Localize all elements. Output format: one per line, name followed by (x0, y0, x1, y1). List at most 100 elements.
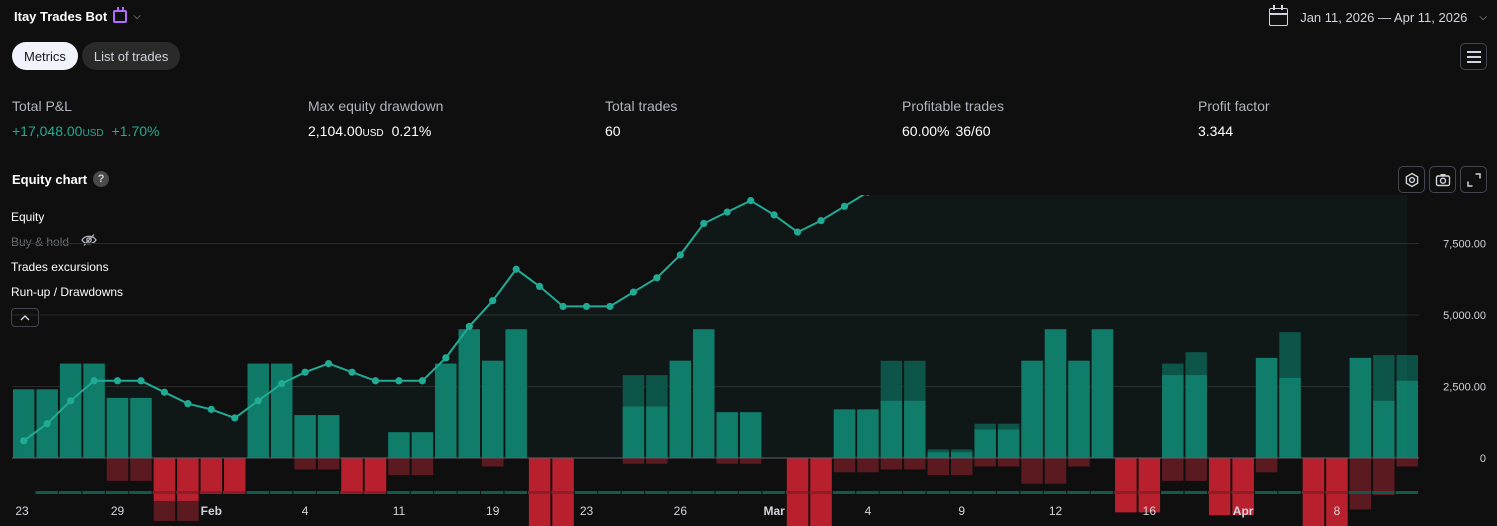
excursion-mark (527, 491, 551, 494)
excursion-mark (1395, 491, 1418, 494)
equity-point (629, 288, 638, 296)
profit-bar (693, 329, 715, 458)
excursion-mark (199, 491, 223, 494)
legend-runup-drawdowns[interactable]: Run-up / Drawdowns (11, 283, 123, 308)
profit-bar (247, 363, 269, 458)
drawdown-bar (1255, 458, 1278, 473)
profit-bar (1068, 360, 1090, 458)
equity-point (747, 197, 755, 205)
tab-metrics[interactable]: Metrics (12, 42, 78, 70)
menu-line-icon (1466, 50, 1481, 53)
help-icon[interactable]: ? (93, 171, 110, 187)
excursion-mark (58, 491, 82, 494)
drawdown-bar (716, 458, 738, 464)
metric-label: Total P&L (12, 98, 72, 114)
calendar-icon (1269, 5, 1289, 26)
drawdown-bar (388, 458, 410, 476)
fullscreen-button[interactable] (1460, 166, 1487, 193)
date-range-picker[interactable]: Jan 11, 2026 — Apr 11, 2026 ⌵ (1269, 5, 1487, 26)
profit-bar (927, 452, 949, 458)
snapshot-button[interactable] (1429, 166, 1456, 193)
legend-trades-excursions[interactable]: Trades excursions (11, 258, 123, 283)
profit-bar (317, 415, 340, 458)
equity-point (676, 251, 684, 259)
equity-chart-title: Equity chart (12, 171, 88, 187)
excursion-mark (340, 491, 363, 494)
equity-chart-header: Equity chart ? (12, 171, 110, 187)
chart-legend: Equity Buy & hold Trades excursions Run-… (11, 208, 123, 327)
drawdown-bar (927, 458, 949, 476)
profit-bar (411, 432, 434, 458)
equity-point (465, 322, 473, 331)
loss-bar (364, 458, 387, 493)
drawdown-bar (317, 458, 340, 470)
tab-list-of-trades[interactable]: List of trades (81, 42, 181, 70)
profit-bar (951, 452, 973, 458)
excursion-mark (457, 491, 480, 494)
profit-bar (622, 406, 645, 458)
x-tick-label: 12 (1049, 504, 1063, 518)
drawdown-bar (1396, 458, 1418, 467)
y-tick-label: 0 (1480, 453, 1486, 465)
profit-bar (1091, 329, 1114, 458)
x-tick-label: 11 (393, 504, 406, 518)
profitable-percent: 60.00% (902, 123, 950, 139)
metrics-summary: Total P&L +17,048.00 USD +1.70% Max equi… (12, 98, 1492, 148)
excursion-mark (1067, 491, 1090, 494)
equity-chart[interactable]: 02,500.005,000.007,500.0010,000.0012,500… (0, 195, 1497, 526)
drawdown-bar (1044, 458, 1067, 484)
x-tick-label: Apr (1233, 504, 1254, 518)
drawdown-bar (411, 458, 434, 476)
metric-label: Total trades (605, 98, 678, 114)
legend-label: Run-up / Drawdowns (11, 285, 124, 299)
currency-unit: USD (362, 128, 384, 139)
equity-point (793, 228, 802, 236)
metric-value: +17,048.00 USD +1.70% (12, 123, 159, 139)
equity-point (512, 265, 520, 273)
equity-point (395, 377, 403, 385)
drawdown-bar (294, 458, 316, 470)
excursion-mark (926, 491, 949, 494)
excursion-mark (246, 491, 269, 494)
drawdown-bar (1021, 458, 1043, 484)
loss-bar (1208, 458, 1231, 516)
excursion-mark (903, 491, 926, 494)
excursion-mark (551, 491, 574, 494)
equity-point (254, 397, 262, 405)
excursion-mark (152, 491, 176, 494)
excursion-mark (1301, 491, 1325, 494)
chart-settings-button[interactable] (1398, 166, 1425, 193)
equity-point (137, 377, 145, 385)
equity-point (207, 405, 215, 413)
equity-point (278, 380, 286, 388)
strategy-selector[interactable]: Itay Trades Bot ⌵ (14, 7, 141, 24)
equity-point (324, 360, 333, 368)
loss-bar (1115, 458, 1137, 513)
excursion-mark (738, 491, 762, 494)
drawdown-bar (1373, 458, 1395, 496)
metric-max-drawdown: Max equity drawdown 2,104.00 USD 0.21% (308, 98, 443, 139)
excursion-mark (832, 491, 856, 494)
drawdown-bar (1185, 458, 1207, 481)
drawdown-bar (1162, 458, 1184, 481)
excursion-mark (785, 491, 809, 494)
profitable-count: 36/60 (955, 123, 991, 139)
excursion-mark (598, 491, 621, 494)
metric-value: 60 (605, 123, 677, 139)
menu-button[interactable] (1460, 43, 1487, 70)
strategy-name: Itay Trades Bot (14, 9, 108, 24)
excursion-mark (879, 491, 903, 494)
camera-icon (1435, 173, 1450, 186)
currency-unit: USD (82, 128, 104, 139)
excursion-mark (316, 491, 340, 494)
drawdown-bar (857, 458, 879, 473)
menu-line-icon (1466, 60, 1481, 63)
profit-bar (106, 397, 129, 458)
equity-point (67, 397, 75, 405)
equity-point (442, 354, 450, 362)
legend-buy-hold[interactable]: Buy & hold (11, 233, 123, 258)
total-pnl-percent: +1.70% (111, 123, 160, 139)
legend-equity[interactable]: Equity (11, 208, 123, 233)
loss-bar (341, 458, 363, 493)
excursion-mark (645, 491, 668, 494)
